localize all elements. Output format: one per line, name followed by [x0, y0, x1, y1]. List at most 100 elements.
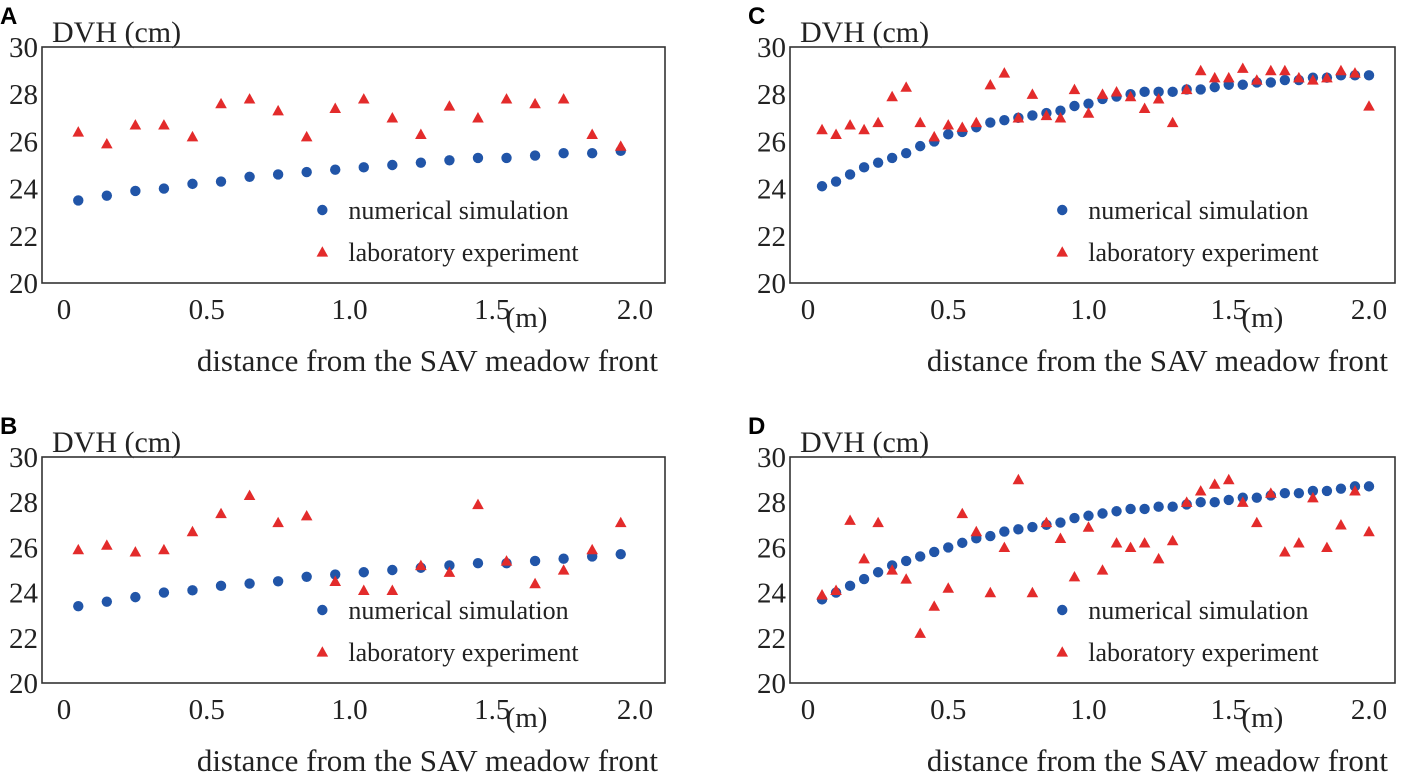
y-tick-label: 22 [757, 623, 786, 655]
sim-point [529, 555, 541, 567]
y-tick-label: 22 [9, 623, 38, 655]
sim-point [215, 580, 227, 592]
exp-point [1166, 534, 1179, 546]
x-tick-label: 0.5 [189, 294, 225, 326]
y-axis-title: DVH (cm) [52, 16, 181, 49]
sim-point [187, 585, 198, 596]
sim-point [1027, 110, 1038, 121]
sim-point [1069, 100, 1080, 112]
sim-point [985, 530, 996, 542]
sim-point [1055, 105, 1066, 116]
exp-point [914, 116, 926, 128]
exp-point [586, 128, 598, 139]
x-tick-label: 1.5 [474, 694, 510, 726]
sim-point [1097, 508, 1108, 519]
exp-point [500, 93, 513, 104]
sim-point [330, 164, 341, 175]
exp-point [984, 78, 997, 90]
exp-point [329, 102, 342, 113]
sim-point [529, 150, 541, 161]
exp-point [1012, 473, 1025, 485]
exp-point [300, 130, 313, 142]
sim-point [215, 176, 227, 187]
sim-point [1083, 98, 1094, 109]
panel-letter: D [748, 413, 765, 440]
sim-point [915, 551, 926, 562]
sim-point [1153, 86, 1164, 98]
sim-point [187, 178, 198, 190]
exp-point [72, 543, 85, 555]
x-tick-label: 2.0 [1351, 694, 1387, 726]
sim-point [73, 600, 84, 612]
exp-point [998, 67, 1011, 78]
sim-point [1209, 497, 1220, 508]
exp-point [186, 130, 199, 142]
sim-point [301, 571, 312, 582]
y-tick-label: 28 [9, 79, 38, 111]
y-tick-label: 30 [757, 32, 786, 64]
exp-point [443, 566, 456, 577]
legend-exp-label: laboratory experiment [348, 238, 579, 267]
exp-point [329, 575, 342, 586]
exp-point [158, 119, 170, 130]
panel-b: B DVH (cm) 20 22 24 26 28 30 0 0.5 1.0 1.5 2.0 (m) dis… [0, 413, 666, 772]
exp-point [1040, 109, 1053, 121]
sim-point [999, 526, 1010, 537]
sim-point [158, 183, 170, 194]
y-tick-label: 24 [757, 578, 787, 610]
exp-point [1363, 100, 1375, 111]
exp-point [529, 97, 541, 109]
sim-point [387, 564, 398, 576]
y-tick-label: 20 [757, 268, 786, 300]
x-axis-unit: (m) [506, 702, 548, 734]
legend-exp-marker [1056, 246, 1069, 257]
sim-point [816, 181, 828, 192]
exp-point [357, 93, 370, 104]
sim-point [1055, 517, 1066, 528]
sim-point [900, 555, 912, 567]
sim-point [387, 159, 398, 171]
sim-point [558, 553, 569, 564]
exp-point [101, 539, 113, 550]
exp-point [900, 573, 912, 584]
exp-point [1335, 64, 1347, 76]
exp-point [900, 81, 912, 92]
sim-point [929, 546, 940, 558]
sim-point [586, 148, 598, 159]
y-tick-label: 28 [757, 487, 786, 519]
exp-point [1265, 487, 1277, 498]
sim-point [872, 567, 884, 578]
exp-point [443, 100, 456, 111]
exp-point [129, 119, 142, 130]
x-tick-label: 0.5 [930, 294, 966, 326]
exp-point [415, 128, 427, 139]
exp-point [816, 589, 828, 600]
exp-point [886, 564, 898, 575]
exp-point [1307, 491, 1319, 503]
sim-point [1111, 506, 1122, 517]
legend-exp-marker [316, 646, 329, 657]
sim-point [957, 537, 968, 549]
exp-point [858, 552, 870, 564]
exp-point [1180, 496, 1193, 507]
panel-c: C DVH (cm) 20 22 24 26 28 30 0 0.5 1.0 1.5 2.0 (m) dis… [748, 3, 1396, 378]
exp-point [872, 116, 884, 128]
y-tick-label: 30 [9, 442, 38, 474]
legend-sim-label: numerical simulation [1088, 196, 1308, 225]
sim-point [1195, 84, 1206, 95]
y-tick-label: 28 [9, 487, 38, 519]
sim-point [558, 148, 569, 159]
sim-point [1321, 485, 1333, 497]
sim-point [1265, 77, 1277, 88]
panel-letter: C [748, 3, 765, 30]
exp-point [970, 525, 983, 537]
legend-sim-label: numerical simulation [1088, 596, 1308, 625]
exp-point [215, 97, 227, 109]
x-axis-unit: (m) [1241, 302, 1283, 334]
x-tick-label: 2.0 [617, 694, 653, 726]
sim-point [501, 152, 512, 164]
legend-sim-marker [317, 204, 328, 216]
exp-point [1222, 473, 1235, 485]
sim-point [1083, 510, 1094, 521]
x-axis-title: distance from the SAV meadow front [197, 343, 659, 378]
